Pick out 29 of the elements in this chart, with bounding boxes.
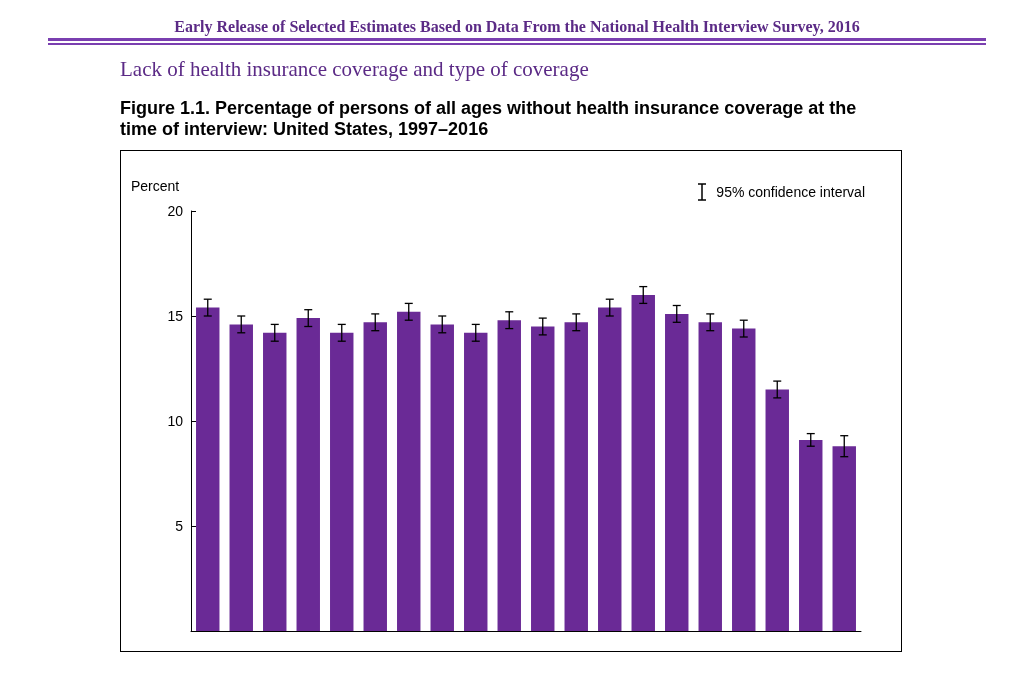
bar bbox=[698, 322, 722, 631]
y-tick-label: 5 bbox=[175, 518, 184, 534]
bar bbox=[430, 324, 454, 631]
bar bbox=[263, 332, 287, 631]
bar bbox=[229, 324, 253, 631]
bar bbox=[296, 318, 320, 631]
bar bbox=[497, 320, 521, 631]
bar bbox=[363, 322, 387, 631]
bar bbox=[598, 307, 622, 631]
bar bbox=[631, 295, 655, 631]
bar bbox=[732, 328, 756, 631]
bar bbox=[464, 332, 488, 631]
y-axis-title: Percent bbox=[131, 178, 180, 194]
y-tick-label: 10 bbox=[167, 413, 184, 429]
chart-title: Figure 1.1. Percentage of persons of all ages without health insurance coverage at the time of interview: United States, 1997–2016 bbox=[120, 98, 858, 140]
y-tick-label: 20 bbox=[167, 203, 184, 219]
bar bbox=[196, 307, 220, 631]
text: Early Release of Selected Estimates Based on Data From the National Health Interview Survey, 2016 bbox=[173, 17, 861, 36]
bar bbox=[799, 439, 823, 631]
y-tick-label: 15 bbox=[167, 308, 184, 324]
bar bbox=[765, 389, 789, 631]
bar bbox=[397, 311, 421, 631]
bar bbox=[832, 446, 856, 631]
bar bbox=[531, 326, 555, 631]
text: 95% confidence interval bbox=[716, 184, 865, 200]
bar bbox=[330, 332, 354, 631]
chart-subtitle: Lack of health insurance coverage and type of coverage bbox=[120, 57, 590, 82]
bar bbox=[564, 322, 588, 631]
bar bbox=[665, 313, 689, 631]
